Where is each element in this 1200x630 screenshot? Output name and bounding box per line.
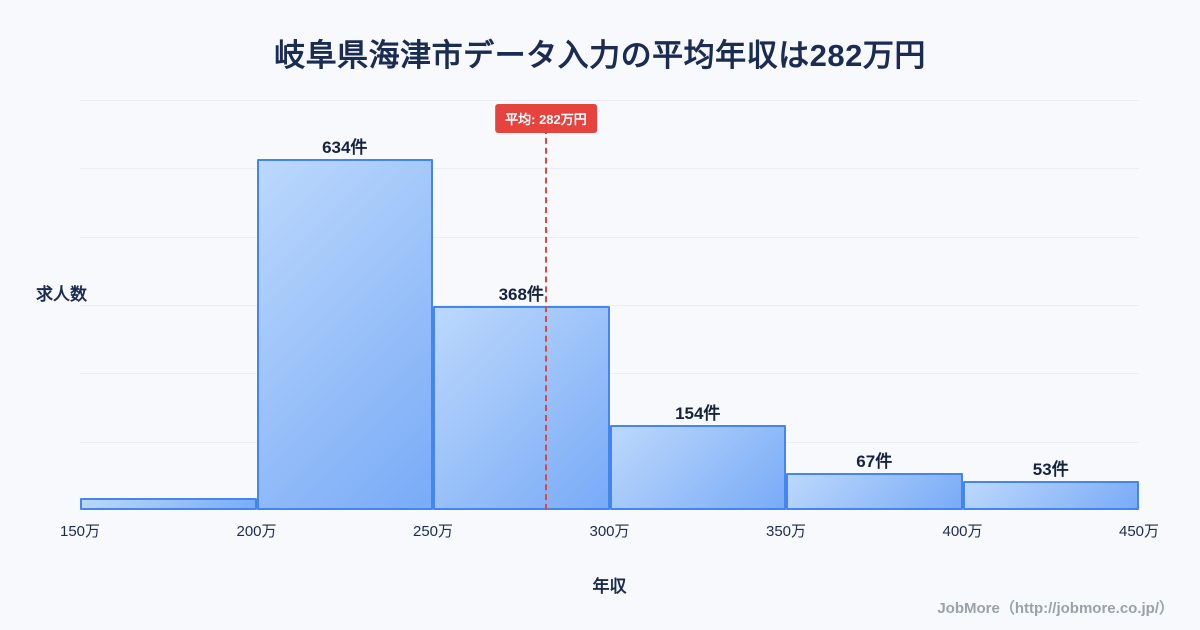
x-tick-label: 350万 bbox=[765, 523, 807, 540]
histogram-bar bbox=[256, 158, 433, 510]
average-badge: 平均: 282万円 bbox=[495, 104, 597, 133]
x-tick-label: 400万 bbox=[942, 523, 983, 540]
x-axis-label: 年収 bbox=[592, 577, 627, 596]
gridline bbox=[80, 100, 1139, 101]
gridline bbox=[80, 373, 1139, 375]
attribution: JobMore（http://jobmore.co.jp/） bbox=[937, 600, 1174, 617]
histogram-bar bbox=[433, 306, 610, 510]
gridline bbox=[80, 236, 1139, 238]
bar-value-label: 67件 bbox=[856, 451, 893, 471]
x-tick-label: 250万 bbox=[412, 523, 454, 540]
average-line bbox=[544, 128, 547, 510]
gridline bbox=[80, 305, 1139, 306]
chart-title: 岐阜県海津市データ入力の平均年収は282万円 bbox=[274, 38, 926, 73]
plot-area: 634件 368件 154件 67件 53件 bbox=[80, 100, 1139, 510]
x-tick-label: 300万 bbox=[589, 523, 630, 540]
histogram-bar bbox=[962, 480, 1139, 510]
x-tick-label: 150万 bbox=[59, 523, 101, 540]
histogram-bar bbox=[80, 497, 257, 510]
histogram-bar bbox=[609, 424, 786, 510]
histogram-bar bbox=[786, 472, 963, 510]
y-axis-label: 求人数 bbox=[36, 285, 87, 304]
x-tick-label: 450万 bbox=[1118, 523, 1160, 540]
gridline bbox=[80, 168, 1139, 170]
x-tick-label: 200万 bbox=[236, 523, 277, 540]
bar-value-label: 154件 bbox=[675, 403, 721, 423]
bar-value-label: 368件 bbox=[498, 285, 544, 305]
bar-value-label: 53件 bbox=[1032, 459, 1069, 479]
x-axis-ticks: 150万 200万 250万 300万 350万 400万 450万 bbox=[60, 520, 1159, 540]
bar-value-label: 634件 bbox=[322, 137, 368, 157]
